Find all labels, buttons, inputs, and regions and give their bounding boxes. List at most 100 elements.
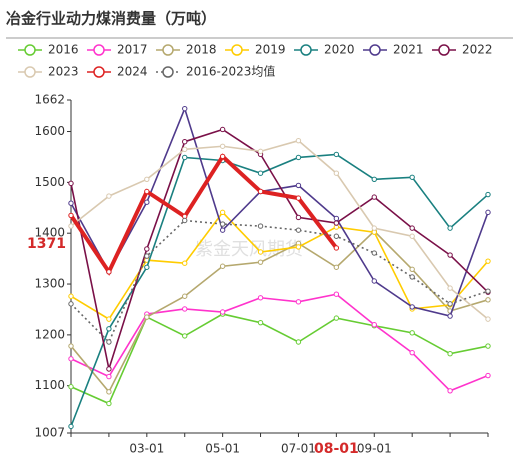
legend-label: 2020 (324, 43, 355, 57)
point (409, 274, 415, 280)
point (68, 223, 74, 229)
point (447, 252, 453, 258)
point (219, 143, 226, 149)
point (182, 260, 188, 266)
x-tick-label: 09-01 (357, 442, 392, 456)
point (485, 343, 491, 349)
point (68, 212, 74, 219)
point (182, 293, 188, 299)
point (144, 246, 150, 252)
point (257, 319, 264, 326)
point (371, 250, 377, 256)
point (409, 304, 415, 310)
point (485, 288, 491, 294)
y-tick-label: 1662 (34, 93, 65, 107)
point (257, 148, 264, 155)
point (295, 195, 302, 201)
point (257, 223, 264, 229)
point (295, 182, 302, 189)
series-line (70, 293, 489, 392)
legend-label: 2018 (186, 43, 217, 57)
point (182, 138, 188, 145)
point (485, 372, 491, 379)
point (68, 384, 74, 390)
point (219, 153, 226, 160)
x-tick-label: 03-01 (129, 442, 164, 456)
point (333, 220, 340, 226)
point (447, 350, 453, 357)
point (219, 263, 226, 269)
legend-marker (369, 44, 381, 56)
point (333, 291, 340, 297)
legend-label: 2019 (255, 43, 286, 57)
series-line (70, 128, 489, 373)
legend-label: 2021 (393, 43, 424, 57)
point (295, 154, 302, 161)
point (257, 170, 264, 176)
point (144, 199, 150, 205)
point (68, 293, 74, 299)
series-line (70, 230, 489, 394)
y-tick-label: 1007 (34, 426, 65, 440)
point (182, 306, 188, 312)
legend-marker (162, 66, 174, 78)
legend-label: 2016-2023均值 (186, 64, 275, 79)
point (333, 151, 340, 158)
point (485, 191, 491, 198)
point (106, 269, 112, 275)
y-tick-label: 1600 (34, 124, 65, 138)
point (257, 188, 264, 195)
series-line (70, 139, 489, 320)
point (409, 225, 415, 231)
point (144, 264, 150, 270)
x-tick-label: 07-01 (281, 442, 316, 456)
point (333, 170, 340, 176)
point (295, 227, 302, 233)
point (333, 215, 340, 222)
point (333, 264, 340, 270)
point (68, 200, 74, 206)
point (257, 249, 264, 255)
point (333, 245, 340, 251)
legend-marker (231, 44, 243, 56)
point (485, 316, 491, 322)
legend-marker (93, 44, 105, 56)
y-tick-label: 1500 (34, 175, 65, 189)
point (219, 227, 226, 233)
point (106, 339, 112, 345)
legend-marker (438, 44, 450, 56)
legend-marker (300, 44, 312, 56)
y-tick-label: 1300 (34, 277, 65, 291)
x-tick-label: 05-01 (205, 442, 240, 456)
point (219, 221, 226, 227)
series-line (70, 219, 489, 344)
point (182, 105, 188, 112)
legend-marker (24, 66, 36, 78)
series-line (70, 211, 489, 321)
point (409, 349, 415, 356)
point (106, 400, 112, 407)
chart-title: 冶金行业动力煤消费量（万吨） (6, 10, 216, 28)
point (485, 209, 491, 216)
point (447, 225, 453, 231)
y-tick-label: 1200 (34, 327, 65, 341)
y-tick-label: 1400 (34, 226, 65, 240)
point (182, 217, 188, 224)
series-line (70, 153, 489, 427)
point (182, 333, 188, 339)
point (371, 225, 377, 231)
y-tick-label: 1100 (34, 378, 65, 392)
point (409, 174, 415, 180)
series-line (70, 106, 489, 318)
point (219, 126, 226, 133)
point (219, 309, 226, 315)
point (144, 188, 150, 195)
point (68, 180, 74, 187)
point (371, 322, 377, 328)
point (485, 258, 491, 264)
point (295, 339, 302, 345)
legend-label: 2016 (48, 43, 79, 57)
point (106, 373, 112, 380)
point (257, 295, 264, 301)
